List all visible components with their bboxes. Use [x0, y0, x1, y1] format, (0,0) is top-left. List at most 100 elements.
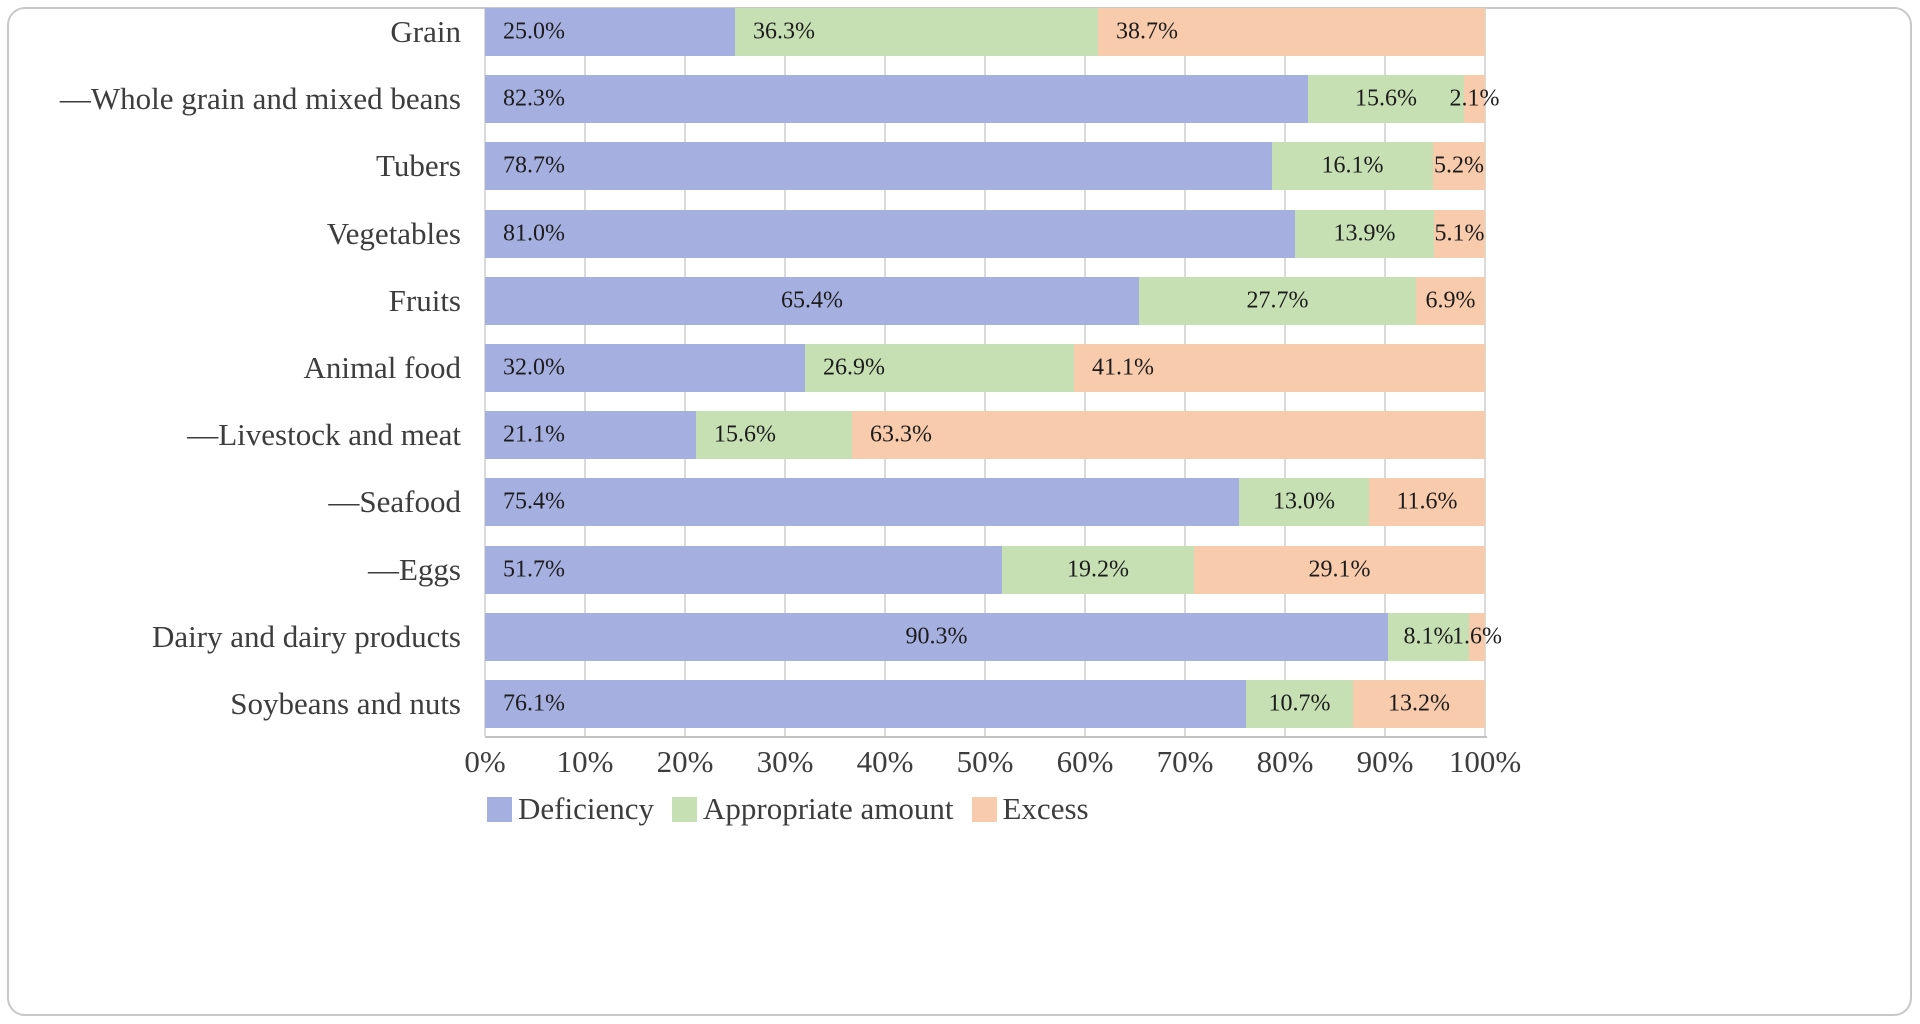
bar-segment: 1.6%: [1452, 612, 1502, 661]
bar-segment: 75.4%: [485, 478, 1239, 527]
bar-segment-label: 81.0%: [503, 220, 565, 247]
bar-segment-label: 82.3%: [503, 85, 565, 112]
bar-segment-label: 32.0%: [503, 354, 565, 381]
x-tick-label: 70%: [1156, 744, 1214, 779]
bar-segment-label: 36.3%: [753, 18, 815, 45]
legend-item: Excess: [971, 791, 1089, 827]
bar-segment-label: 13.9%: [1333, 220, 1396, 247]
bar-segment: 8.1%: [1388, 612, 1469, 661]
x-tick-label: 60%: [1056, 744, 1114, 779]
category-label: —Whole grain and mixed beans: [59, 81, 461, 117]
bar-segment: 5.1%: [1434, 209, 1485, 258]
x-tick-label: 10%: [556, 744, 614, 779]
category-label: —Eggs: [368, 551, 461, 587]
x-tick-label: 20%: [656, 744, 714, 779]
x-tick-label: 100%: [1448, 744, 1522, 779]
legend-swatch: [671, 796, 697, 822]
bar-segment: 51.7%: [485, 545, 1002, 594]
bar-segment-label: 10.7%: [1268, 690, 1331, 717]
bar-segment: 13.0%: [1239, 478, 1369, 527]
bar-segment-label: 15.6%: [714, 421, 776, 448]
bar-segment: 27.7%: [1139, 276, 1416, 325]
bar-segment-label: 29.1%: [1308, 556, 1371, 583]
gridline: [1484, 9, 1486, 736]
bar-segment-label: 27.7%: [1246, 287, 1309, 314]
bar-segment: 38.7%: [1098, 8, 1485, 56]
bar-segment-label: 13.2%: [1388, 690, 1450, 717]
category-label: —Seafood: [328, 484, 461, 520]
bar-segment: 41.1%: [1074, 344, 1485, 392]
bar-segment: 26.9%: [805, 344, 1074, 392]
bar-segment-label: 15.6%: [1355, 85, 1417, 112]
category-label: Tubers: [376, 148, 461, 184]
bar-segment: 13.2%: [1353, 680, 1485, 728]
category-label: Fruits: [388, 282, 461, 318]
bar-segment: 13.9%: [1295, 209, 1434, 258]
bar-segment-label: 19.2%: [1067, 556, 1129, 583]
bar-segment: 6.9%: [1416, 276, 1485, 325]
category-label: Soybeans and nuts: [230, 686, 461, 721]
legend: Deficiency Appropriate amount Excess: [487, 791, 1089, 827]
bar-segment-label: 6.9%: [1425, 287, 1476, 314]
bar-segment-label: 5.1%: [1434, 220, 1485, 247]
x-tick-label: 40%: [856, 744, 914, 779]
bar-segment-label: 2.1%: [1449, 85, 1500, 112]
bar-segment: 65.4%: [485, 276, 1139, 325]
x-axis-line: [485, 736, 1487, 738]
bar-segment-label: 76.1%: [503, 690, 565, 717]
bar-segment: 78.7%: [485, 142, 1272, 191]
bar-segment: 5.2%: [1433, 142, 1485, 191]
category-label: Vegetables: [326, 215, 461, 251]
x-tick-label: 50%: [956, 744, 1014, 779]
bar-segment: 21.1%: [485, 411, 696, 460]
bar-segment: 81.0%: [485, 209, 1295, 258]
bar-segment: 15.6%: [1308, 75, 1464, 124]
bar-segment-label: 13.0%: [1273, 488, 1335, 515]
bar-segment-label: 75.4%: [503, 488, 565, 515]
bar-segment: 36.3%: [735, 8, 1098, 56]
bar-segment: 19.2%: [1002, 545, 1194, 594]
bar-segment-label: 51.7%: [503, 556, 565, 583]
bar-segment-label: 11.6%: [1396, 488, 1458, 515]
bar-segment: 29.1%: [1194, 545, 1485, 594]
bar-segment-label: 21.1%: [503, 421, 565, 448]
bar-segment: 10.7%: [1246, 680, 1353, 728]
bar-segment: 32.0%: [485, 344, 805, 392]
bar-segment: 76.1%: [485, 680, 1246, 728]
bar-segment: 63.3%: [852, 411, 1485, 460]
category-label: Animal food: [303, 350, 461, 385]
category-label: —Livestock and meat: [187, 417, 461, 453]
bar-segment: 25.0%: [485, 8, 735, 56]
bar-segment: 11.6%: [1369, 478, 1485, 527]
bar-segment: 2.1%: [1450, 75, 1500, 124]
bar-segment-label: 25.0%: [503, 18, 565, 45]
bar-segment-label: 38.7%: [1116, 18, 1178, 45]
category-label: Dairy and dairy products: [151, 618, 461, 654]
bar-segment-label: 90.3%: [905, 623, 968, 650]
bar-segment: 90.3%: [485, 612, 1388, 661]
bar-segment-label: 5.2%: [1434, 152, 1484, 179]
bar-segment: 82.3%: [485, 75, 1308, 124]
bar-segment-label: 65.4%: [781, 287, 843, 314]
bar-segment-label: 8.1%: [1403, 623, 1454, 650]
legend-swatch: [487, 796, 512, 822]
bar-segment-label: 63.3%: [870, 421, 932, 448]
legend-label: Appropriate amount: [702, 791, 954, 826]
x-tick-label: 0%: [464, 744, 506, 779]
bar-segment-label: 16.1%: [1321, 152, 1384, 179]
legend-swatch: [971, 796, 997, 822]
legend-item: Deficiency: [487, 791, 654, 827]
category-label: Grain: [390, 14, 461, 49]
bar-segment-label: 1.6%: [1452, 623, 1502, 650]
bar-segment-label: 26.9%: [823, 354, 885, 381]
legend-item: Appropriate amount: [671, 791, 954, 827]
x-tick-label: 30%: [756, 744, 814, 779]
bar-segment: 15.6%: [696, 411, 852, 460]
x-tick-label: 90%: [1356, 744, 1414, 779]
bar-segment-label: 78.7%: [503, 152, 565, 179]
bar-segment: 16.1%: [1272, 142, 1433, 191]
bar-segment-label: 41.1%: [1092, 354, 1154, 381]
